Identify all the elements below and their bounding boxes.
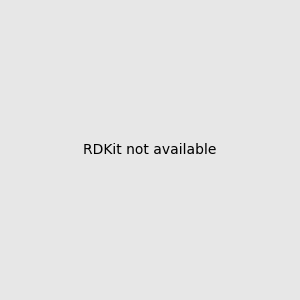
Text: RDKit not available: RDKit not available xyxy=(83,143,217,157)
